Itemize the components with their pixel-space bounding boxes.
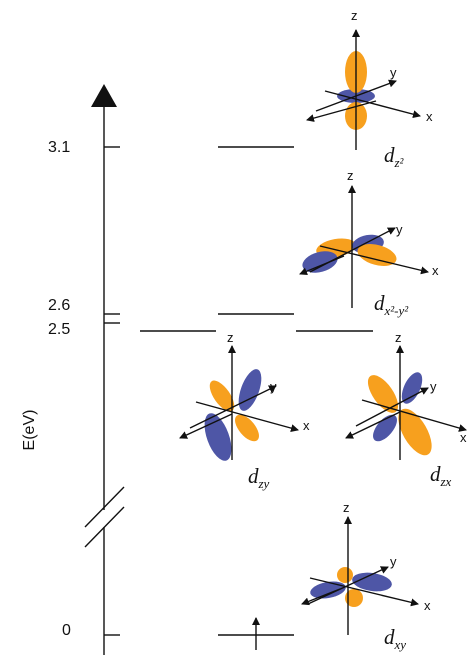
- axis-letter-x: x: [426, 109, 433, 124]
- axis-letter-x: x: [424, 598, 431, 613]
- orbital-label-dz2: dz²: [384, 143, 405, 170]
- tick-label-3.1: 3.1: [48, 139, 70, 156]
- energy-axis: E(eV) 3.1 2.6 2.5 0: [21, 84, 125, 655]
- axis-letter-y: y: [430, 379, 437, 394]
- orbital-dxy: z y x dxy: [301, 500, 431, 652]
- axis-letter-z: z: [347, 168, 354, 183]
- axis-letter-y: y: [390, 554, 397, 569]
- orbital-label-dzy: dzy: [248, 464, 270, 491]
- axis-title: E(eV): [21, 410, 38, 451]
- axis-letter-z: z: [343, 500, 350, 515]
- axis-letter-y: y: [396, 222, 403, 237]
- axis-break-mark: [84, 486, 125, 528]
- orbital-dzy: z y x dzy: [179, 330, 310, 491]
- axis-letter-x: x: [432, 263, 439, 278]
- orbital-dz2: z y x dz²: [306, 8, 433, 170]
- tick-label-2.5: 2.5: [48, 321, 70, 338]
- tick-label-0: 0: [62, 622, 71, 639]
- orbital-dzx: z y x dzx: [345, 330, 467, 489]
- energy-levels: [140, 146, 373, 650]
- orbital-dx2y2: z y x dx²-y²: [299, 168, 439, 318]
- orbital-label-dx2y2: dx²-y²: [374, 291, 409, 318]
- axis-letter-z: z: [351, 8, 358, 23]
- axis-break-mark: [84, 506, 125, 548]
- axis-letter-x: x: [303, 418, 310, 433]
- tick-label-2.6: 2.6: [48, 297, 70, 314]
- axis-letter-z: z: [227, 330, 234, 345]
- axis-letter-y: y: [270, 379, 277, 394]
- axis-letter-y: y: [390, 65, 397, 80]
- axis-letter-x: x: [460, 430, 467, 445]
- axis-arrowhead: [91, 84, 117, 107]
- axis-letter-z: z: [395, 330, 402, 345]
- orbital-label-dzx: dzx: [430, 462, 452, 489]
- orbital-label-dxy: dxy: [384, 625, 406, 652]
